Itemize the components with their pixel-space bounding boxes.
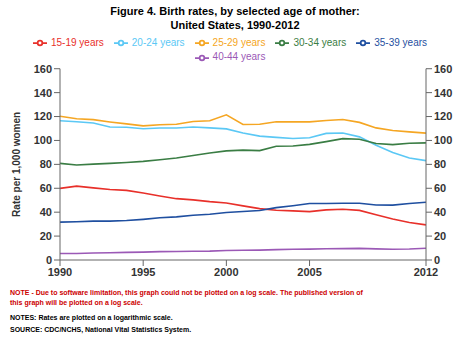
- html-text:40-44 years: 40-44 years: [212, 51, 266, 63]
- html-text:25-29 years: 25-29 years: [212, 37, 266, 48]
- svg-text:120: 120: [434, 110, 452, 122]
- svg-text:120: 120: [34, 110, 52, 122]
- svg-text:2005: 2005: [297, 266, 321, 278]
- svg-text:80: 80: [434, 158, 446, 170]
- html-text:Figure 4. Birth rates, by sele: Figure 4. Birth rates, by selected age o…: [110, 5, 360, 17]
- html-text:30-34 years: 30-34 years: [293, 37, 347, 48]
- svg-text:0: 0: [434, 254, 440, 266]
- svg-text:100: 100: [434, 134, 452, 146]
- svg-text:Rate per 1,000 women: Rate per 1,000 women: [11, 112, 22, 217]
- svg-text:0: 0: [46, 254, 52, 266]
- svg-text:60: 60: [434, 182, 446, 194]
- html-text:SOURCE: CDC/NCHS, National Vit: SOURCE: CDC/NCHS, National Vital Statist…: [10, 326, 192, 333]
- html-text:NOTE - Due to software limitat: NOTE - Due to software limitation, this …: [10, 289, 363, 306]
- html-text:United States, 1990-2012: United States, 1990-2012: [170, 19, 300, 31]
- svg-text:140: 140: [34, 87, 52, 99]
- html-text:15-19 years: 15-19 years: [51, 37, 104, 48]
- svg-text:140: 140: [434, 87, 452, 99]
- svg-text:60: 60: [40, 182, 52, 194]
- svg-text:2000: 2000: [214, 266, 238, 278]
- html-text:35-39 years: 35-39 years: [374, 37, 427, 48]
- svg-text:20: 20: [40, 230, 52, 242]
- html-text:20-24 years: 20-24 years: [131, 37, 185, 48]
- svg-text:40: 40: [434, 206, 446, 218]
- svg-text:1995: 1995: [131, 266, 155, 278]
- svg-text:20: 20: [434, 230, 446, 242]
- html-text:NOTES: Rates are plotted on a: NOTES: Rates are plotted on a logarithmi…: [10, 314, 173, 321]
- svg-text:1990: 1990: [48, 266, 72, 278]
- svg-text:80: 80: [40, 158, 52, 170]
- svg-text:160: 160: [34, 63, 52, 75]
- svg-text:2012: 2012: [414, 266, 438, 278]
- svg-text:40: 40: [40, 206, 52, 218]
- svg-text:160: 160: [434, 63, 452, 75]
- svg-text:100: 100: [34, 134, 52, 146]
